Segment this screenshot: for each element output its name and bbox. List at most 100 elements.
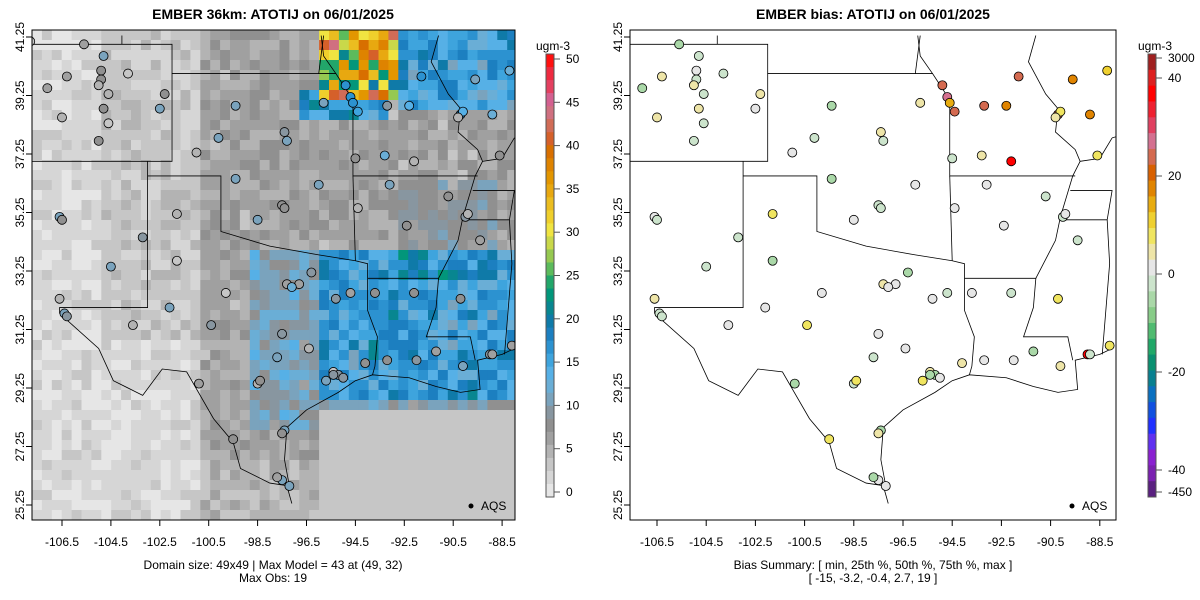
grid-cell xyxy=(150,290,162,301)
grid-cell xyxy=(368,250,379,261)
grid-cell xyxy=(497,350,508,361)
grid-cell xyxy=(220,90,231,101)
grid-cell xyxy=(388,210,399,221)
grid-cell xyxy=(477,190,488,201)
grid-cell xyxy=(368,130,379,141)
grid-cell xyxy=(51,370,63,381)
grid-cell xyxy=(428,460,439,471)
grid-cell xyxy=(388,390,399,401)
grid-cell xyxy=(418,40,429,51)
grid-cell xyxy=(259,440,270,451)
grid-cell xyxy=(299,450,310,461)
grid-cell xyxy=(32,80,43,91)
grid-cell xyxy=(111,40,122,51)
station-marker xyxy=(96,65,107,76)
colorbar-bin xyxy=(546,470,554,485)
grid-cell xyxy=(299,80,310,91)
grid-cell xyxy=(368,310,379,321)
grid-cell xyxy=(220,470,231,481)
grid-cell xyxy=(170,180,181,191)
grid-cell xyxy=(299,420,310,431)
grid-cell xyxy=(61,160,72,171)
grid-cell xyxy=(338,120,350,131)
grid-cell xyxy=(319,170,330,181)
grid-cell xyxy=(170,300,181,311)
grid-cell xyxy=(437,280,449,291)
grid-cell xyxy=(41,160,53,171)
grid-cell xyxy=(289,40,300,51)
grid-cell xyxy=(200,250,211,261)
grid-cell xyxy=(457,400,468,411)
grid-cell xyxy=(487,130,498,141)
grid-cell xyxy=(71,500,82,511)
lon-tick-label: -102.5 xyxy=(143,535,177,549)
grid-cell xyxy=(408,130,419,141)
grid-cell xyxy=(269,30,280,41)
bias-station-marker xyxy=(1040,191,1051,202)
grid-cell xyxy=(111,50,122,61)
grid-cell xyxy=(220,100,231,111)
grid-cell xyxy=(200,120,211,131)
grid-cell xyxy=(338,290,350,301)
grid-cell xyxy=(497,70,508,81)
grid-cell xyxy=(437,450,449,461)
grid-cell xyxy=(348,110,360,121)
grid-cell xyxy=(140,50,152,61)
grid-cell xyxy=(319,290,330,301)
grid-cell xyxy=(319,50,330,61)
grid-cell xyxy=(259,420,270,431)
grid-cell xyxy=(447,490,459,501)
lat-tick-label: 25.25 xyxy=(13,490,27,520)
grid-cell xyxy=(348,400,360,411)
grid-cell xyxy=(32,280,43,291)
station-marker xyxy=(504,65,515,76)
grid-cell xyxy=(437,380,449,391)
station-marker xyxy=(506,340,515,351)
grid-cell xyxy=(259,480,270,491)
grid-cell xyxy=(61,360,72,371)
grid-cell xyxy=(299,170,310,181)
grid-cell xyxy=(91,400,102,411)
grid-cell xyxy=(200,310,211,321)
grid-cell xyxy=(91,90,102,101)
colorbar-bin xyxy=(1148,101,1156,118)
colorbar-tick-label: 45 xyxy=(566,95,580,109)
grid-cell xyxy=(507,100,515,111)
grid-cell xyxy=(299,180,310,191)
grid-cell xyxy=(210,190,221,201)
bias-station-marker xyxy=(998,220,1009,231)
grid-cell xyxy=(368,480,379,491)
grid-cell xyxy=(289,400,300,411)
grid-cell xyxy=(249,200,261,211)
grid-cell xyxy=(170,240,181,251)
grid-cell xyxy=(398,370,409,381)
grid-cell xyxy=(299,100,310,111)
grid-cell xyxy=(61,500,72,511)
colorbar-bin xyxy=(1148,259,1156,276)
bias-station-marker xyxy=(851,375,862,386)
grid-cell xyxy=(131,160,142,171)
grid-cell xyxy=(507,460,515,471)
grid-cell xyxy=(289,60,300,71)
grid-cell xyxy=(408,250,419,261)
grid-cell xyxy=(71,260,82,271)
grid-cell xyxy=(358,480,369,491)
grid-cell xyxy=(200,330,211,341)
grid-cell xyxy=(358,90,369,101)
grid-cell xyxy=(210,250,221,261)
grid-cell xyxy=(41,50,53,61)
grid-cell xyxy=(279,350,290,361)
grid-cell xyxy=(358,280,369,291)
grid-cell xyxy=(259,500,270,511)
colorbar-tick-label: -20 xyxy=(1168,365,1186,379)
grid-cell xyxy=(368,380,379,391)
grid-cell xyxy=(368,390,379,401)
grid-cell xyxy=(408,210,419,221)
grid-cell xyxy=(61,240,72,251)
grid-cell xyxy=(447,500,459,511)
grid-cell xyxy=(408,320,419,331)
grid-cell xyxy=(428,70,439,81)
grid-cell xyxy=(101,290,112,301)
grid-cell xyxy=(418,190,429,201)
grid-cell xyxy=(299,310,310,321)
